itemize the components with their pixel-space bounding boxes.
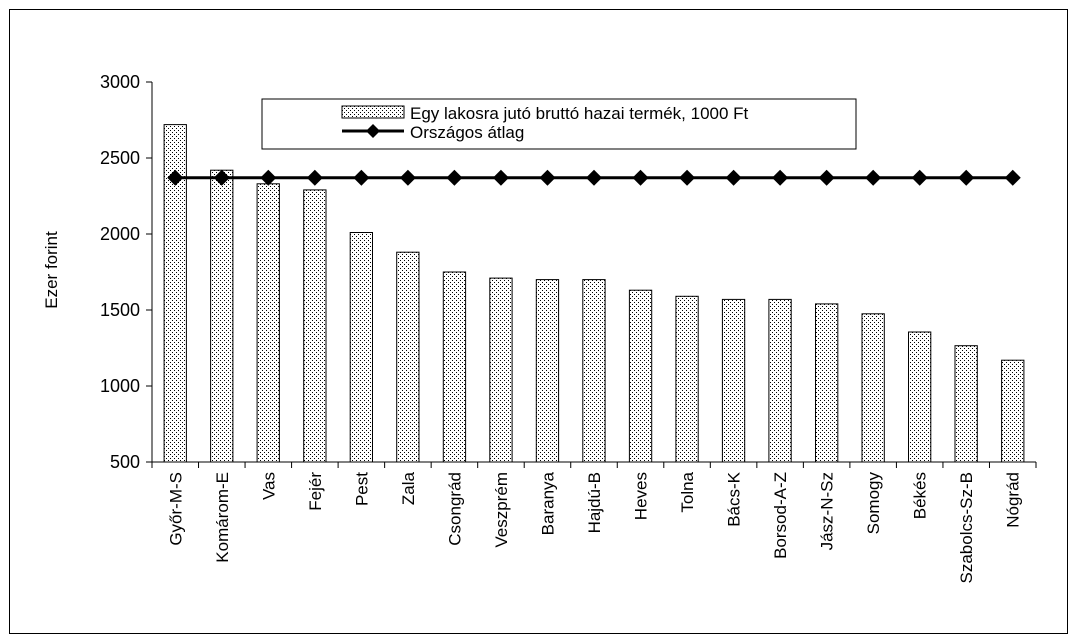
average-marker	[1004, 169, 1021, 186]
x-tick-label: Győr-M-S	[166, 472, 185, 546]
average-marker	[958, 169, 975, 186]
legend-bar-swatch	[341, 105, 405, 119]
average-marker	[306, 169, 323, 186]
y-tick-label: 2500	[100, 148, 140, 168]
average-marker	[725, 169, 742, 186]
x-tick-label: Vas	[259, 472, 278, 500]
y-axis-label: Ezer forint	[42, 231, 61, 309]
x-tick-label: Békés	[911, 472, 930, 519]
bar	[954, 345, 978, 463]
bar	[256, 183, 280, 463]
bar	[396, 251, 420, 463]
average-marker	[679, 169, 696, 186]
average-marker	[213, 169, 230, 186]
average-marker	[167, 169, 184, 186]
chart-frame	[9, 9, 1068, 634]
x-tick-label: Veszprém	[492, 472, 511, 548]
y-tick-label: 1000	[100, 376, 140, 396]
y-tick-label: 2000	[100, 224, 140, 244]
x-tick-label: Bács-K	[725, 471, 744, 526]
bar	[349, 232, 374, 463]
x-tick-label: Tolna	[678, 471, 697, 512]
x-tick-label: Heves	[632, 472, 651, 520]
x-tick-label: Fejér	[306, 472, 325, 511]
average-marker	[865, 169, 882, 186]
average-marker	[818, 169, 835, 186]
legend: Egy lakosra jutó bruttó hazai termék, 10…	[261, 98, 857, 150]
bar	[489, 277, 513, 463]
bar	[628, 289, 653, 463]
bar	[908, 331, 932, 463]
x-tick-label: Hajdú-B	[585, 472, 604, 533]
x-tick-label: Baranya	[538, 471, 557, 535]
bar	[442, 271, 467, 463]
average-marker	[492, 169, 509, 186]
legend-line-marker	[366, 124, 380, 138]
average-marker	[772, 169, 789, 186]
bar	[582, 279, 606, 463]
x-tick-label: Borsod-A-Z	[771, 472, 790, 559]
x-tick-label: Zala	[399, 471, 418, 505]
average-marker	[399, 169, 416, 186]
x-tick-label: Szabolcs-Sz-B	[957, 472, 976, 583]
bar	[768, 298, 792, 463]
bar	[535, 279, 560, 463]
x-tick-label: Jász-N-Sz	[818, 472, 837, 550]
average-marker	[353, 169, 370, 186]
x-tick-label: Komárom-E	[213, 472, 232, 563]
bar	[303, 189, 327, 463]
x-tick-label: Csongrád	[445, 472, 464, 546]
legend-label-bars: Egy lakosra jutó bruttó hazai termék, 10…	[410, 104, 749, 123]
y-tick-label: 3000	[100, 72, 140, 92]
average-marker	[586, 169, 602, 186]
y-tick-label: 1500	[100, 300, 140, 320]
average-marker	[446, 169, 463, 186]
bar	[721, 298, 746, 463]
average-marker	[539, 169, 556, 186]
x-tick-label: Pest	[352, 472, 371, 506]
bar	[210, 169, 234, 463]
legend-label-line: Országos átlag	[410, 123, 524, 142]
x-tick-label: Nógrád	[1004, 472, 1023, 528]
bar	[815, 303, 839, 463]
bar	[1001, 359, 1025, 463]
bar	[861, 313, 885, 463]
y-tick-label: 500	[110, 452, 140, 472]
bar	[675, 295, 699, 463]
x-tick-label: Somogy	[864, 472, 883, 535]
average-marker	[260, 169, 277, 186]
average-marker	[632, 169, 649, 186]
average-marker	[911, 169, 928, 186]
